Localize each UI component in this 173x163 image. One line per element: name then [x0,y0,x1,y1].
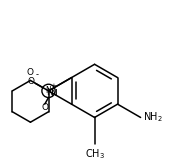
Text: -: - [36,70,39,79]
Text: N: N [46,86,51,95]
Text: N: N [50,89,57,98]
Text: O: O [27,68,34,77]
Text: O: O [41,104,48,112]
Text: N: N [46,88,53,97]
Text: CH$_3$: CH$_3$ [85,147,104,161]
Text: +: + [50,83,56,89]
Text: NH$_2$: NH$_2$ [143,111,162,124]
Text: O: O [28,77,35,86]
